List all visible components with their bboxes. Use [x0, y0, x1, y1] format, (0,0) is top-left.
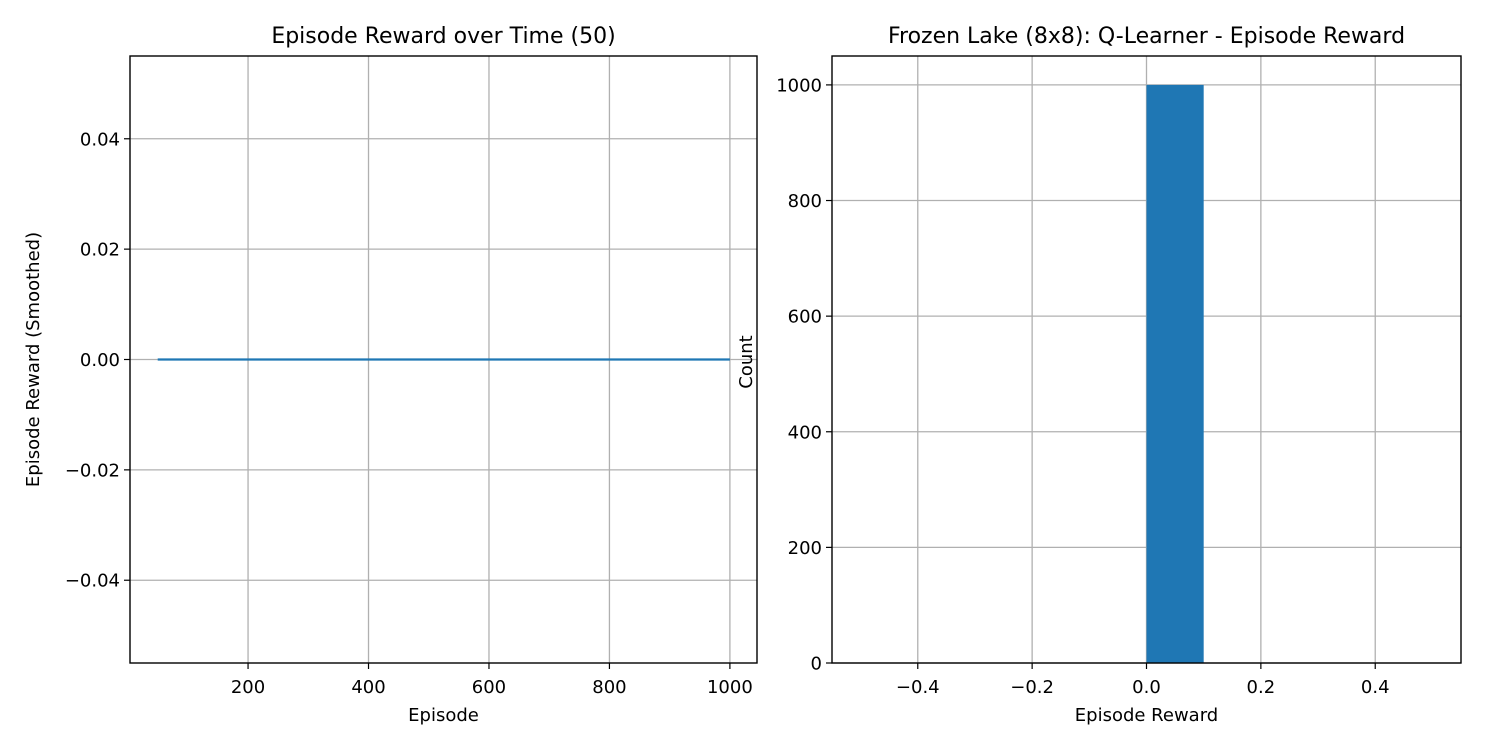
histogram-marks [1146, 84, 1204, 663]
line-chart-y-tick-label: 0.00 [80, 350, 120, 371]
histogram-title: Frozen Lake (8x8): Q-Learner - Episode R… [888, 24, 1405, 49]
line-chart-x-tick-label: 400 [351, 677, 385, 698]
histogram-y-tick-label: 0 [811, 654, 822, 675]
line-chart-panel: 200 400 600 800 1000 −0.04 −0.02 0.00 0.02 0.04 E… [23, 24, 758, 726]
histogram-y-tick-label: 1000 [776, 75, 822, 96]
line-chart-ticks: 200 400 600 800 1000 −0.04 −0.02 0.00 0.02 0.04 [65, 129, 753, 698]
line-chart-x-tick-label: 200 [231, 677, 265, 698]
line-chart-x-tick-label: 600 [472, 677, 506, 698]
line-chart-y-tick-label: 0.04 [80, 129, 120, 150]
histogram-panel: −0.4 −0.2 0.0 0.2 0.4 0 200 400 600 800 1000 Froze… [736, 24, 1462, 726]
histogram-x-tick-label: 0.0 [1132, 677, 1161, 698]
histogram-y-tick-label: 400 [788, 422, 822, 443]
line-chart-y-tick-label: −0.04 [65, 571, 120, 592]
histogram-y-axis-label: Count [736, 335, 757, 388]
histogram-x-tick-label: 0.4 [1361, 677, 1390, 698]
histogram-x-axis-label: Episode Reward [1075, 705, 1218, 726]
histogram-y-tick-label: 800 [788, 191, 822, 212]
line-chart-y-axis-label: Episode Reward (Smoothed) [23, 232, 44, 487]
line-chart-x-tick-label: 800 [592, 677, 626, 698]
line-chart-x-axis-label: Episode [408, 705, 479, 726]
line-chart-title: Episode Reward over Time (50) [271, 24, 615, 49]
line-chart-y-tick-label: −0.02 [65, 460, 120, 481]
histogram-x-tick-label: −0.4 [896, 677, 940, 698]
histogram-bar [1146, 84, 1204, 663]
histogram-ticks: −0.4 −0.2 0.0 0.2 0.4 0 200 400 600 800 1000 [776, 75, 1389, 698]
line-chart-y-tick-label: 0.02 [80, 240, 120, 261]
histogram-y-tick-label: 600 [788, 307, 822, 328]
line-chart-x-tick-label: 1000 [707, 677, 753, 698]
histogram-x-tick-label: −0.2 [1010, 677, 1054, 698]
histogram-y-tick-label: 200 [788, 538, 822, 559]
histogram-x-tick-label: 0.2 [1247, 677, 1276, 698]
